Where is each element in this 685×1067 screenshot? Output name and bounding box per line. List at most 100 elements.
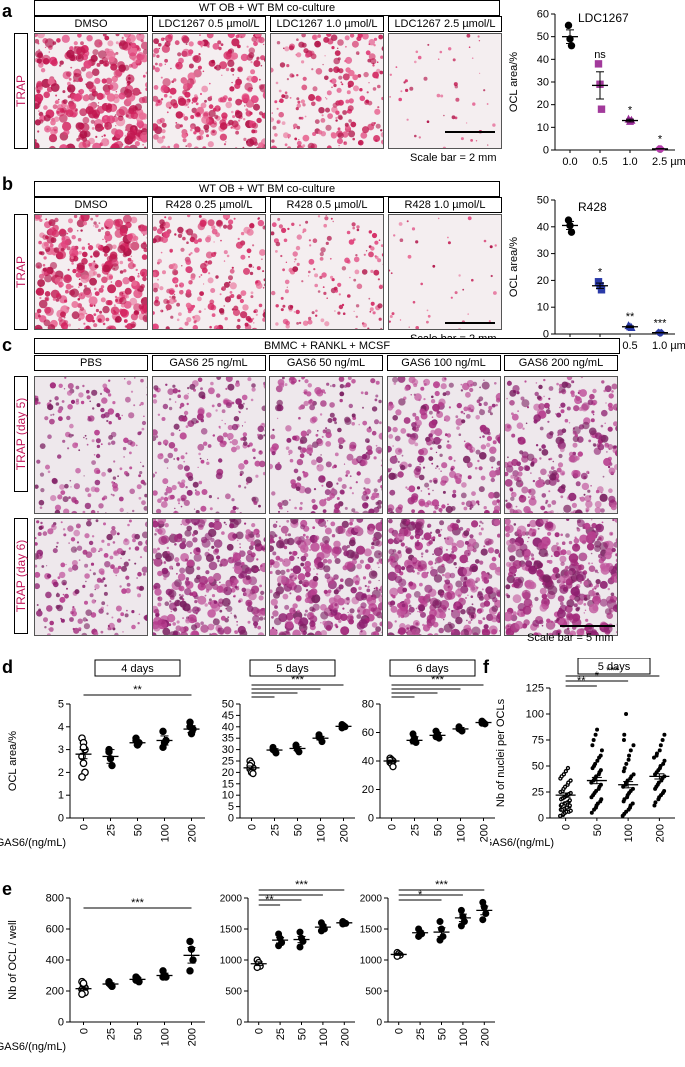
e1-xtick-label-2: 50: [133, 1028, 145, 1040]
f1-ytick-label-5: 125: [526, 683, 544, 695]
panel-b-image-2: [270, 214, 384, 330]
f1-point-1-31: [595, 727, 600, 732]
e2-sig-label-0: ***: [295, 880, 309, 891]
panel-c-side-text-day6: TRAP (day 6): [14, 539, 28, 613]
panel-c-image-row1-2: [269, 518, 383, 636]
panel-c-condition-0: PBS: [34, 355, 148, 371]
e3-point-4-3: [479, 916, 487, 924]
e1-xtick-label-0: 0: [79, 1028, 91, 1034]
a-chart-xtick-label-3: 2.5 µmol/L: [652, 156, 685, 168]
panel-a-image-1-stain: [153, 34, 265, 148]
panel-b-image-3: [388, 214, 502, 330]
e2-xtick-label-2: 50: [297, 1028, 309, 1040]
d2-point-3-3: [315, 733, 323, 741]
f1-sig-label-2: **: [577, 675, 586, 687]
panel-c-label: c: [2, 335, 13, 355]
panel-c-image-row1-0-stain: [35, 519, 147, 635]
panel-c-image-row1-4-stain: [505, 519, 617, 635]
e3-xtick-label-3: 100: [458, 1028, 470, 1046]
d3-sig-label-0: ***: [431, 674, 445, 686]
b-chart-sig-1: *: [598, 267, 603, 279]
f1-point-2-24: [626, 757, 631, 762]
panel-c-image-row0-0: [34, 376, 148, 514]
f1-ytick-label-2: 50: [532, 761, 544, 773]
e3-point-3-0: [457, 906, 465, 914]
f1-point-2-27: [631, 743, 636, 748]
e2-xtick-label-3: 100: [318, 1028, 330, 1046]
a-chart-ytick-label-2: 20: [537, 99, 549, 111]
f1-point-3-20: [662, 758, 667, 763]
a-chart-ylabel: OCL area/%: [508, 52, 520, 112]
f1-sig-label-0: ***: [606, 665, 620, 677]
f1-point-2-23: [624, 761, 629, 766]
a-chart-ytick-label-0: 0: [543, 145, 549, 157]
f1-point-0-20: [567, 798, 572, 803]
d3-xtick-label-4: 200: [479, 824, 491, 842]
d1-xtick-label-3: 100: [160, 824, 172, 842]
f1-point-3-26: [660, 738, 665, 742]
f1-point-2-21: [621, 769, 626, 774]
f1-point-3-23: [654, 751, 659, 756]
d1-point-2-3: [132, 734, 140, 742]
e1-xtick-label-1: 25: [106, 1028, 118, 1040]
panel-b-label: b: [2, 174, 13, 194]
f1-point-1-29: [591, 738, 596, 742]
f1-xtick-label-3: 200: [654, 824, 666, 842]
f1-xlabel: GAS6/(ng/mL): [490, 837, 554, 849]
a-chart-point-0-0: [564, 21, 573, 30]
d1-ylabel: OCL area/%: [7, 731, 19, 791]
f1-point-3-21: [651, 755, 656, 760]
d3-xtick-label-3: 100: [456, 824, 468, 842]
panel-b-image-3-stain: [389, 216, 497, 329]
panel-c-scale-text: Scale bar = 5 mm: [527, 632, 614, 644]
panel-c-image-row1-1: [151, 518, 266, 636]
panel-d-label: d: [2, 657, 13, 677]
d1-xlabel: GAS6/(ng/mL): [0, 837, 66, 849]
e3-point-2-0: [436, 918, 444, 926]
e2-ytick-label-0: 0: [236, 1018, 242, 1029]
a-chart-xtick-label-2: 1.0: [622, 156, 637, 168]
e3-sig-label-2: *: [418, 889, 423, 901]
d2-ytick-label-10: 50: [222, 699, 234, 711]
d2-ytick-label-5: 25: [222, 756, 234, 768]
f1-ytick-label-3: 75: [532, 735, 544, 747]
b-chart-point-0-2: [567, 228, 576, 236]
a-chart-sig-3: *: [658, 134, 663, 146]
d1-ytick-label-4: 4: [58, 721, 64, 733]
panel-a-scale-bar: [445, 131, 495, 133]
e2-sig-label-3: **: [265, 894, 274, 906]
e1-ytick-label-3: 600: [46, 924, 64, 936]
d3-point-0-5: [389, 763, 397, 771]
d1-point-3-0: [159, 727, 167, 736]
f1-point-0-31: [562, 784, 568, 789]
f1-point-3-0: [652, 803, 657, 808]
d2-ytick-label-1: 5: [228, 801, 234, 813]
a-chart-xtick-label-0: 0.0: [562, 156, 577, 168]
panel-c-image-row0-2: [269, 376, 383, 514]
panel-c-side-label-day5: TRAP (day 5): [14, 376, 28, 492]
panel-a-image-3: [388, 33, 502, 149]
d1-ytick-label-0: 0: [58, 813, 64, 825]
f1-point-0-6: [568, 808, 573, 813]
d1-ytick-label-1: 1: [58, 790, 64, 802]
panel-e-chart-4days: 0 200 400 600 800 Nb of OCL / well GAS6/(ng/mL…: [0, 893, 205, 1053]
e1-ytick-label-4: 800: [46, 893, 64, 905]
panel-a-image-0: [34, 33, 148, 149]
panel-c-condition-1: GAS6 25 ng/mL: [151, 355, 266, 371]
e3-xtick-label-2: 50: [437, 1028, 449, 1040]
d3-point-1-3: [409, 737, 417, 745]
e3-ytick-label-1: 500: [365, 987, 382, 998]
d1-point-0-4: [79, 759, 88, 768]
e1-point-3-3: [159, 973, 167, 981]
d2-ytick-label-7: 35: [222, 733, 234, 745]
e2-ytick-label-3: 1500: [220, 925, 243, 936]
d1-xtick-label-1: 25: [106, 824, 118, 836]
e1-ylabel: Nb of OCL / well: [7, 920, 19, 1000]
panel-d-chart-4days: 4 days 0 1 2 3 4 5 OCL area/% GAS6/(ng/mL) 0 25 50 1…: [0, 659, 205, 849]
a-chart-point-1-2: [597, 105, 606, 113]
f1-point-2-6: [630, 801, 635, 806]
d2-xtick-label-4: 200: [339, 824, 351, 842]
panel-c-image-row0-1: [151, 376, 266, 514]
d1-xtick-label-2: 50: [133, 824, 145, 836]
d2-xtick-label-0: 0: [247, 824, 259, 830]
